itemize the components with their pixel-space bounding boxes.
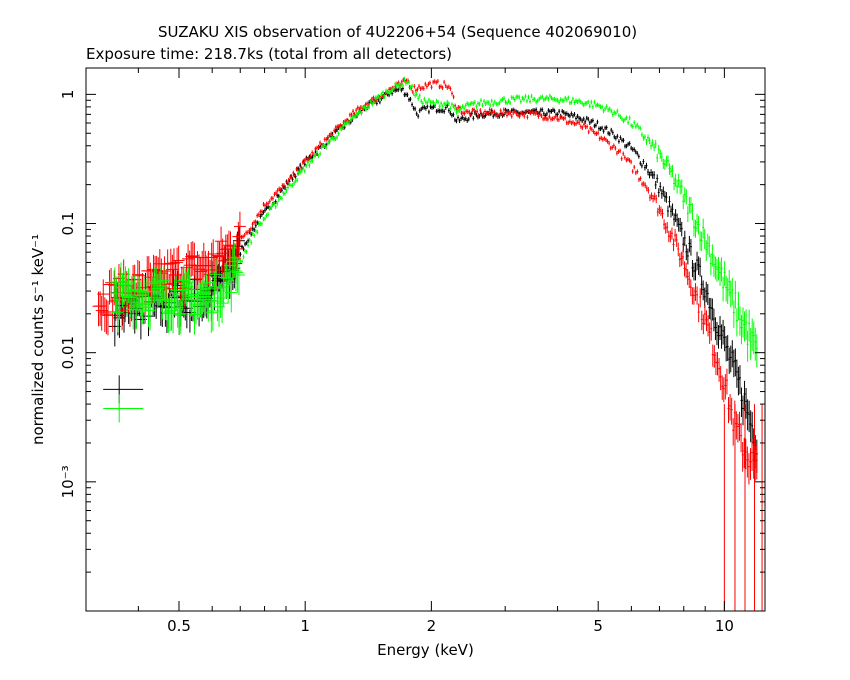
chart-subtitle: Exposure time: 218.7ks (total from all d…	[86, 45, 453, 63]
red-tail	[723, 404, 763, 611]
plot-frame	[85, 67, 766, 612]
y-axis-label: normalized counts s⁻¹ keV⁻¹	[29, 234, 47, 445]
y-tick-label: 10⁻³	[59, 465, 77, 498]
y-tick-label: 0.01	[59, 336, 77, 369]
x-tick-label: 0.5	[167, 617, 191, 635]
y-tick-label: 0.1	[59, 212, 77, 236]
x-tick-label: 10	[715, 617, 734, 635]
low-energy-points	[103, 375, 144, 423]
x-axis-label: Energy (keV)	[377, 641, 474, 659]
series-2	[108, 76, 758, 368]
chart-title: SUZAKU XIS observation of 4U2206+54 (Seq…	[158, 23, 638, 41]
x-tick-label: 2	[427, 617, 437, 635]
series-1	[92, 77, 758, 485]
series-0	[108, 85, 758, 474]
data-marks	[92, 76, 763, 611]
y-tick-label: 1	[59, 90, 77, 100]
x-tick-label: 5	[593, 617, 603, 635]
x-tick-label: 1	[300, 617, 310, 635]
axes: 0.5 1 2 5 10 1 0.1 0.01 10⁻³	[59, 68, 765, 635]
